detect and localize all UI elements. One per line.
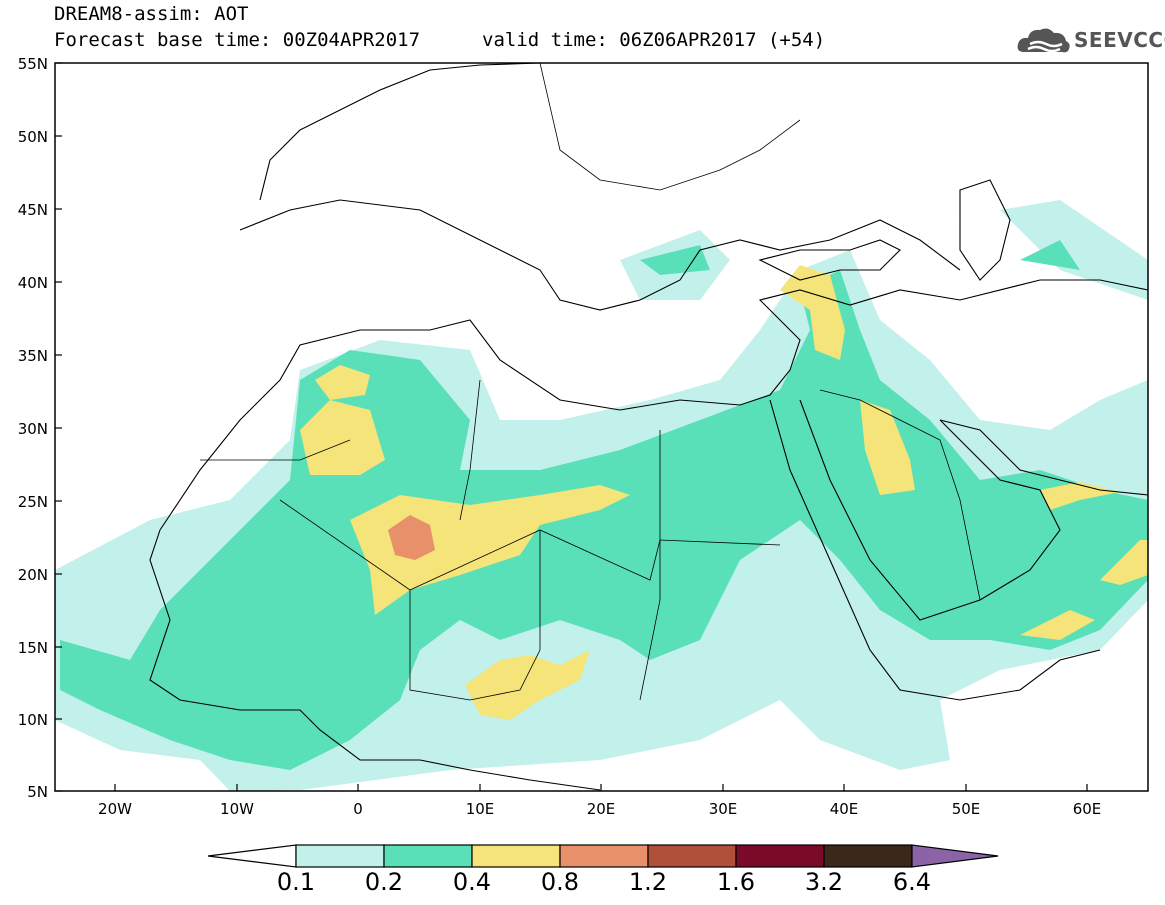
lat-label: 35N [17,347,48,365]
caspian-coast [959,179,1011,281]
lat-label: 20N [17,566,48,584]
colorbar-label: 0.8 [540,868,580,896]
arabian-peninsula-coast [799,399,1061,621]
aot-band-0-8 [388,515,435,560]
iraq-saudi-border [819,389,981,601]
sahel-border [279,499,781,591]
lon-label: 20W [98,800,132,818]
red-sea-west-coast [769,399,1101,701]
lon-label: 20E [586,800,616,818]
colorbar-label: 1.2 [628,868,668,896]
south-europe-coast [239,199,961,311]
lat-label: 55N [17,55,48,73]
forecast-base-time: Forecast base time: 00Z04APR2017 [54,29,421,51]
lon-label: 0 [353,800,363,818]
west-africa-coast [149,529,601,791]
lat-label: 50N [17,128,48,146]
coastlines [149,63,1148,791]
lon-label: 60E [1072,800,1102,818]
colorbar-label: 0.1 [276,868,316,896]
valid-time: valid time: 06Z06APR2017 (+54) [482,29,826,51]
lon-label: 10W [220,800,254,818]
colorbar-label: 0.2 [364,868,404,896]
colorbar-label: 3.2 [804,868,844,896]
colorbar-label: 0.4 [452,868,492,896]
logo-text: SEEVCCC [1074,28,1165,52]
aot-band-0-4 [300,265,1148,720]
lat-label: 5N [27,783,48,801]
lon-label: 10E [465,800,495,818]
cloud-logo-icon [1017,28,1070,53]
egypt-libya-border [639,430,661,701]
lon-label: 30E [708,800,738,818]
lat-label: 45N [17,201,48,219]
lat-label: 25N [17,493,48,511]
morocco-algeria-border [200,439,351,461]
persian-gulf-coast [939,419,1148,496]
map-title: DREAM8-assim: AOT [54,3,249,25]
lon-label: 50E [951,800,981,818]
lat-label: 15N [17,639,48,657]
axis-ticks [55,62,1088,792]
seevccc-logo: SEEVCCC [1016,24,1165,58]
colorbar-label: 1.6 [716,868,756,896]
algeria-libya-border [459,379,481,521]
north-africa-coast [159,279,1148,531]
lat-label: 40N [17,274,48,292]
central-europe-border [539,63,801,191]
lat-label: 30N [17,420,48,438]
black-sea-coast [758,239,901,281]
west-europe-coast [259,63,541,201]
country-borders [200,63,981,701]
niger-chad-border [409,530,541,701]
lat-label: 10N [17,711,48,729]
aot-shading [55,200,1148,791]
lon-label: 40E [829,800,859,818]
colorbar-label: 6.4 [892,868,932,896]
